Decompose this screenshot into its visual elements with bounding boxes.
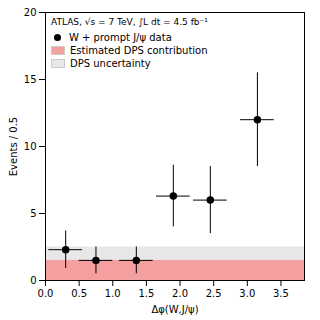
svg-text:20: 20 <box>24 7 37 18</box>
svg-text:3.0: 3.0 <box>239 288 255 299</box>
svg-text:3.5: 3.5 <box>273 288 289 299</box>
html-text:Estimated DPS contribution: Estimated DPS contribution <box>70 45 208 56</box>
html-text:W + prompt J/ψ data: W + prompt J/ψ data <box>69 32 172 43</box>
html-text:DPS uncertainty: DPS uncertainty <box>70 58 151 69</box>
svg-text:Events / 0.5: Events / 0.5 <box>8 117 19 177</box>
svg-text:1.5: 1.5 <box>138 288 154 299</box>
svg-text:10: 10 <box>24 141 37 152</box>
svg-text:2.5: 2.5 <box>206 288 222 299</box>
svg-text:0.5: 0.5 <box>71 288 87 299</box>
html-text:ATLAS, √s = 7 TeV, ∫L dt = 4.5: ATLAS, √s = 7 TeV, ∫L dt = 4.5 fb⁻¹ <box>51 17 208 27</box>
svg-text:0: 0 <box>30 275 36 286</box>
svg-text:0.0: 0.0 <box>38 288 54 299</box>
svg-text:Δφ(W,J/ψ): Δφ(W,J/ψ) <box>151 304 198 315</box>
svg-text:15: 15 <box>24 74 37 85</box>
svg-text:2.0: 2.0 <box>172 288 188 299</box>
svg-text:1.0: 1.0 <box>105 288 121 299</box>
svg-text:5: 5 <box>30 208 36 219</box>
